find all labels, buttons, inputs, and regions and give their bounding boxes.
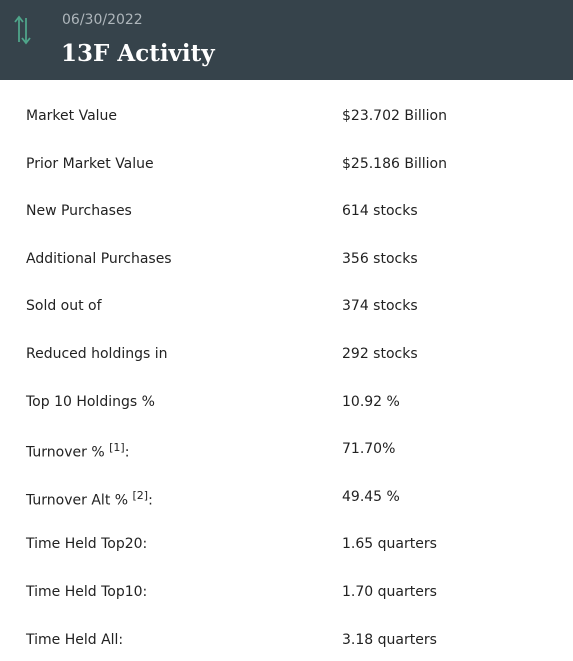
stat-row: Reduced holdings in 292 stocks [0, 346, 573, 370]
stat-row: Turnover % [1]: 71.70% [0, 441, 573, 465]
footnote-ref: [1] [109, 441, 125, 455]
stat-row: Sold out of 374 stocks [0, 298, 573, 322]
label-text: Prior Market Value [26, 155, 154, 172]
stat-row: Additional Purchases 356 stocks [0, 251, 573, 275]
stat-label: Reduced holdings in [26, 346, 168, 362]
stat-value: 1.65 quarters [342, 536, 437, 553]
stat-value: $23.702 Billion [342, 108, 447, 124]
label-text: Time Held Top10: [26, 584, 148, 600]
stat-row: Turnover Alt % [2]: 49.45 % [0, 489, 573, 513]
header: 06/30/2022 13F Activity [0, 0, 573, 80]
stat-value: 10.92 % [342, 393, 400, 410]
stat-value: 3.18 quarters [342, 631, 437, 648]
stat-row: Prior Market Value $25.186 Billion [0, 156, 573, 180]
stat-label: Additional Purchases [26, 251, 172, 267]
stat-label: New Purchases [26, 203, 132, 219]
stat-label: Sold out of [26, 298, 102, 314]
stat-row: Market Value $23.702 Billion [0, 108, 573, 132]
label-text: Turnover Alt % [26, 492, 129, 509]
stat-label: Prior Market Value [26, 156, 154, 172]
label-text: Additional Purchases [26, 250, 172, 267]
stat-row: Time Held All: 3.18 quarters [0, 632, 573, 656]
stat-label: Time Held Top20: [26, 536, 147, 552]
footnote-ref: [2] [132, 488, 149, 502]
stat-label: Turnover % [1]: [26, 441, 129, 461]
label-text: New Purchases [26, 203, 132, 220]
stat-row: Time Held Top10: 1.70 quarters [0, 584, 573, 608]
stat-value: 71.70% [342, 441, 396, 458]
stat-row: Top 10 Holdings % 10.92 % [0, 394, 573, 418]
stat-label: Time Held All: [26, 632, 123, 648]
stat-label: Time Held Top10: [26, 584, 147, 600]
label-text: Reduced holdings in [26, 346, 168, 362]
stat-value: 374 stocks [342, 298, 418, 315]
stat-value: 292 stocks [342, 346, 418, 362]
label-text: Top 10 Holdings % [26, 393, 155, 410]
stat-value: 614 stocks [342, 203, 418, 220]
label-text: Time Held All: [26, 631, 124, 648]
sort-icon [14, 15, 31, 45]
label-text: Time Held Top20: [26, 536, 148, 553]
label-text: Market Value [26, 108, 118, 124]
title: 13F Activity [61, 40, 215, 67]
stat-value: $25.186 Billion [342, 155, 447, 172]
label-suffix: : [124, 444, 130, 461]
stat-value: 1.70 quarters [342, 584, 437, 600]
label-suffix: : [148, 492, 153, 509]
stat-label: Turnover Alt % [2]: [26, 489, 153, 509]
stat-value: 49.45 % [342, 488, 400, 505]
date: 06/30/2022 [62, 12, 143, 28]
stat-value: 356 stocks [342, 250, 418, 267]
stat-row: New Purchases 614 stocks [0, 203, 573, 227]
label-text: Turnover % [26, 444, 105, 461]
stat-label: Top 10 Holdings % [26, 394, 155, 410]
label-text: Sold out of [26, 298, 102, 315]
stat-row: Time Held Top20: 1.65 quarters [0, 536, 573, 560]
stat-label: Market Value [26, 108, 117, 124]
